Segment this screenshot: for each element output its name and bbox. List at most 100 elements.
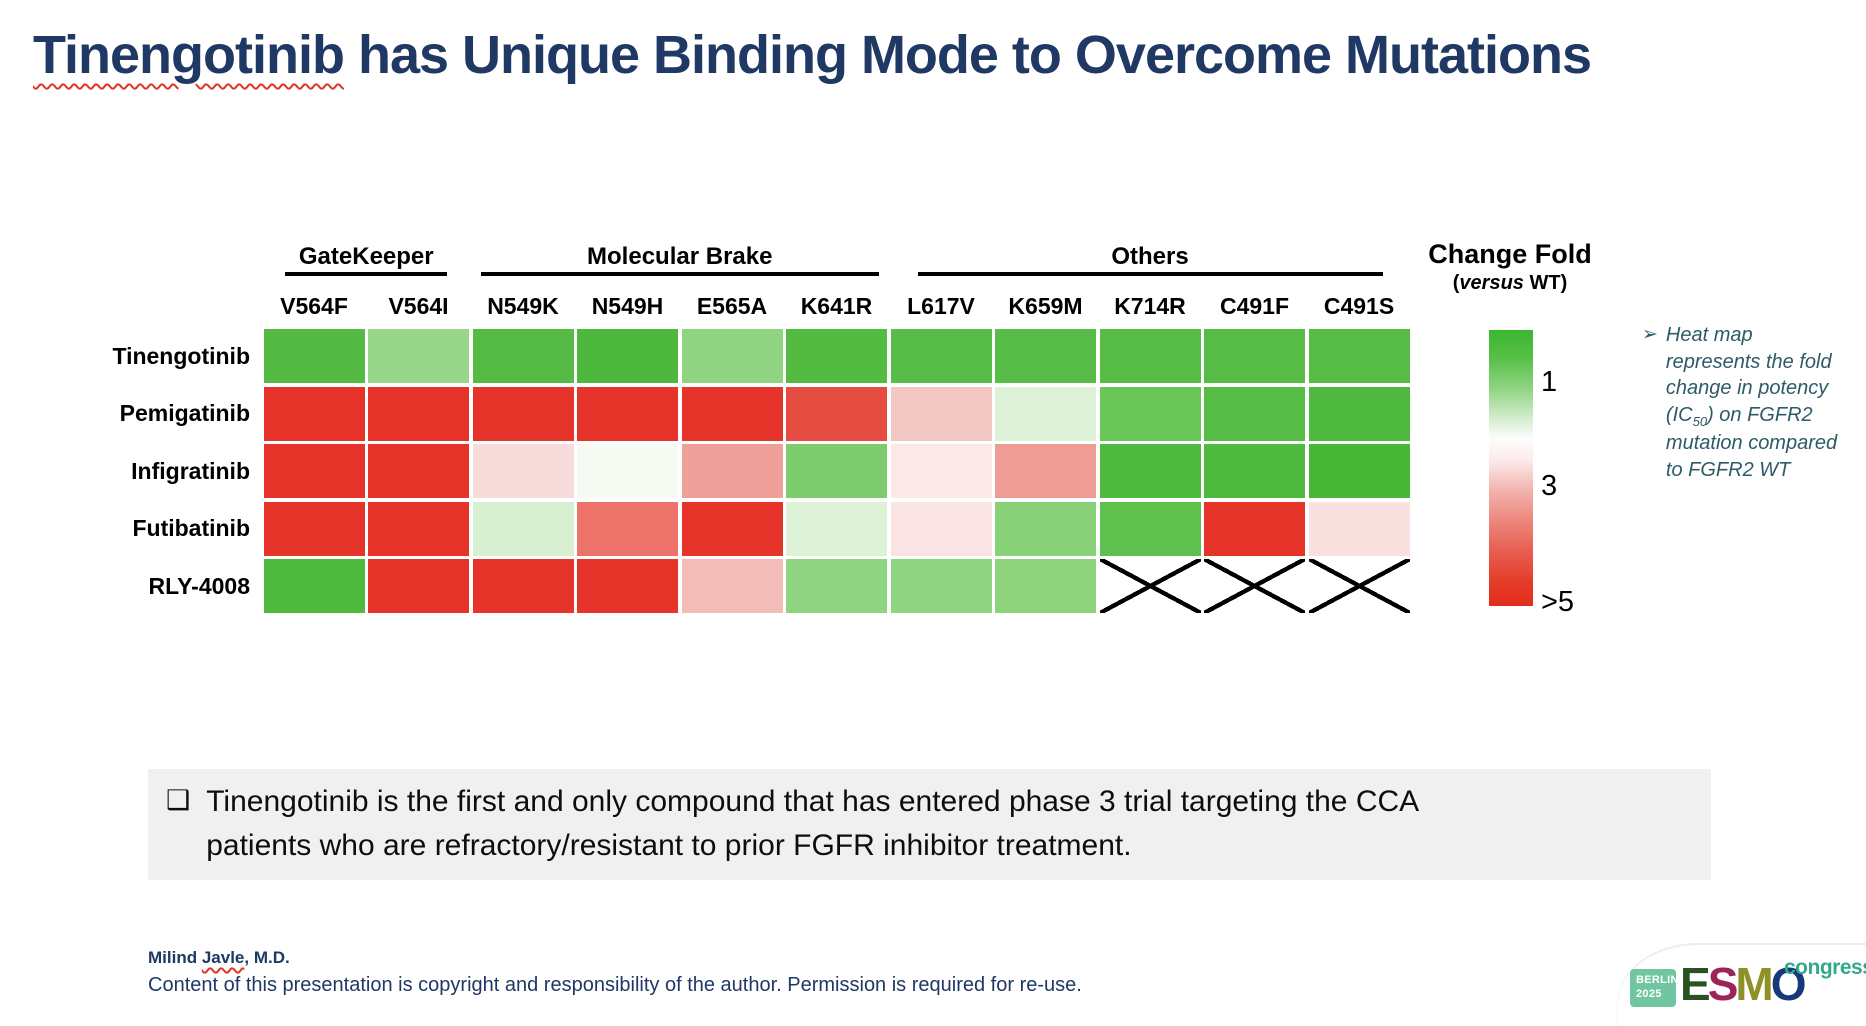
esmo-letter-o: O <box>1770 958 1807 1010</box>
heatmap-cell <box>263 559 365 613</box>
column-header-k714r: K714R <box>1114 292 1186 319</box>
esmo-letter-e: E <box>1680 958 1711 1010</box>
heatmap-cell <box>786 444 887 498</box>
heatmap-cell <box>1204 501 1305 556</box>
heatmap-cell <box>368 559 469 613</box>
congress-label: congress <box>1784 956 1866 979</box>
heatmap-cell <box>577 501 678 556</box>
heatmap-cell <box>263 386 365 441</box>
esmo-letter-s: S <box>1707 958 1739 1010</box>
heatmap-cell <box>577 444 678 498</box>
heatmap-cell <box>472 559 574 613</box>
group-underline <box>480 272 879 276</box>
legend-tick-gt5: >5 <box>1541 586 1575 618</box>
heatmap-cell <box>786 329 887 383</box>
row-label-infigratinib: Infigratinib <box>131 457 250 484</box>
heatmap-cell <box>890 559 992 613</box>
column-header-c491f: C491F <box>1219 292 1290 319</box>
heatmap-cell <box>263 329 365 383</box>
group-header-others: Others <box>891 240 1410 276</box>
heatmap-cell <box>995 444 1096 498</box>
heatmap-cell <box>1099 444 1201 498</box>
group-header-label: Molecular Brake <box>587 243 773 270</box>
esmo-letter-m: M <box>1735 958 1773 1010</box>
side-note: ➢ Heat map represents the fold change in… <box>1642 322 1866 483</box>
heatmap-cell <box>577 559 678 613</box>
heatmap-cell <box>995 501 1096 556</box>
column-header-e565a: E565A <box>696 292 768 319</box>
heatmap-cell <box>263 444 365 498</box>
group-underline <box>917 272 1383 276</box>
group-header-gatekeeper: GateKeeper <box>264 240 470 276</box>
heatmap-cell <box>995 386 1096 441</box>
esmo-congress-logo: BERLIN 2025 ESMO congress <box>1617 943 1866 1026</box>
column-header-v564f: V564F <box>280 292 348 319</box>
heatmap-cell <box>995 329 1096 383</box>
key-message-text: Tinengotinib is the first and only compo… <box>206 785 1420 862</box>
group-underline <box>285 272 448 276</box>
heatmap-cell <box>368 501 469 556</box>
heatmap-cell-not-tested <box>1308 559 1410 613</box>
copyright-notice: Content of this presentation is copyrigh… <box>148 974 1082 996</box>
group-header-label: GateKeeper <box>298 243 434 270</box>
heatmap-cell <box>890 501 992 556</box>
heatmap-cell <box>681 444 783 498</box>
column-header-n549h: N549H <box>591 292 664 319</box>
heatmap-cell <box>472 444 574 498</box>
row-label-tinengotinib: Tinengotinib <box>112 342 250 369</box>
heatmap-cell <box>890 386 992 441</box>
heatmap: GateKeeper Molecular Brake Others V564F V… <box>50 240 1410 613</box>
author-name: Milind Javle, M.D. <box>148 948 290 967</box>
esmo-letters: ESMO <box>1680 958 1807 1010</box>
row-label-pemigatinib: Pemigatinib <box>119 400 250 426</box>
square-bullet-icon: ❑ <box>166 785 191 815</box>
legend-tick-3: 3 <box>1541 470 1558 502</box>
heatmap-cell <box>1308 444 1410 498</box>
heatmap-cell <box>577 386 678 441</box>
heatmap-cell <box>1099 329 1201 383</box>
legend-header: Change Fold (versus WT) <box>1412 239 1608 295</box>
heatmap-cell <box>890 329 992 383</box>
group-header-molecular-brake: Molecular Brake <box>473 240 888 276</box>
group-header-label: Others <box>1111 243 1189 270</box>
legend-title: Change Fold <box>1428 239 1592 269</box>
heatmap-cell <box>472 386 574 441</box>
column-header-l617v: L617V <box>907 292 975 319</box>
heatmap-cell <box>786 559 887 613</box>
heatmap-cell <box>1308 329 1410 383</box>
ic50-subscript: 50 <box>1692 413 1708 429</box>
heatmap-cell <box>472 329 574 383</box>
legend-gradient-bar <box>1489 330 1533 606</box>
heatmap-cell <box>786 501 887 556</box>
heatmap-cell <box>1099 386 1201 441</box>
legend-tick-1: 1 <box>1541 366 1558 398</box>
column-header-v564i: V564I <box>388 292 449 319</box>
row-label-rly-4008: RLY-4008 <box>148 572 250 599</box>
berlin-2025-badge: BERLIN 2025 <box>1630 969 1678 1007</box>
heatmap-cell-not-tested <box>1099 559 1201 613</box>
column-header-k659m: K659M <box>1008 292 1083 319</box>
heatmap-cell <box>1204 329 1305 383</box>
slide-title: Tinengotinib has Unique Binding Mode to … <box>33 24 1592 86</box>
heatmap-cell <box>995 559 1096 613</box>
author-name-wavy: Javle <box>201 948 245 967</box>
heatmap-cell <box>786 386 887 441</box>
heatmap-cell-not-tested <box>1204 559 1305 613</box>
heatmap-cell <box>890 444 992 498</box>
heatmap-cell <box>1099 501 1201 556</box>
heatmap-cell <box>577 329 678 383</box>
legend-subtitle: (versus WT) <box>1452 271 1568 294</box>
heatmap-cell <box>1204 444 1305 498</box>
heatmap-cell <box>368 329 469 383</box>
heatmap-cell <box>263 501 365 556</box>
heatmap-cell <box>1308 501 1410 556</box>
key-message-box: ❑ Tinengotinib is the first and only com… <box>148 769 1711 880</box>
side-note-text: Heat map represents the fold change in p… <box>1665 324 1838 481</box>
heatmap-cell <box>681 386 783 441</box>
heatmap-cell <box>681 501 783 556</box>
column-header-k641r: K641R <box>800 292 873 319</box>
heatmap-cell <box>368 444 469 498</box>
column-header-c491s: C491S <box>1323 292 1395 319</box>
heatmap-cell <box>368 386 469 441</box>
